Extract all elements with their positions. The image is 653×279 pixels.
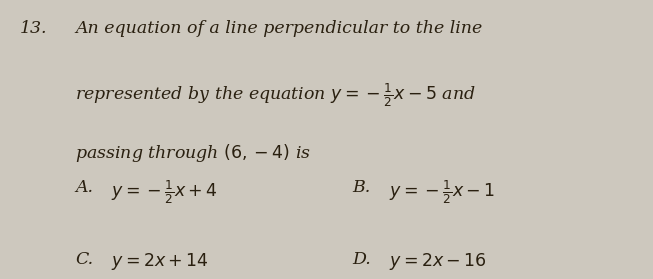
Text: represented by the equation $y = -\frac{1}{2}x - 5$ and: represented by the equation $y = -\frac{…	[75, 81, 476, 109]
Text: C.: C.	[75, 251, 93, 268]
Text: $y = -\frac{1}{2}x - 1$: $y = -\frac{1}{2}x - 1$	[389, 179, 495, 206]
Text: D.: D.	[353, 251, 372, 268]
Text: 13.: 13.	[20, 20, 47, 37]
Text: An equation of a line perpendicular to the line: An equation of a line perpendicular to t…	[75, 20, 483, 37]
Text: A.: A.	[75, 179, 93, 196]
Text: $y = 2x + 14$: $y = 2x + 14$	[111, 251, 209, 272]
Text: B.: B.	[353, 179, 371, 196]
Text: passing through $(6, -4)$ is: passing through $(6, -4)$ is	[75, 142, 311, 164]
Text: $y = -\frac{1}{2}x + 4$: $y = -\frac{1}{2}x + 4$	[111, 179, 218, 206]
Text: $y = 2x - 16$: $y = 2x - 16$	[389, 251, 486, 272]
